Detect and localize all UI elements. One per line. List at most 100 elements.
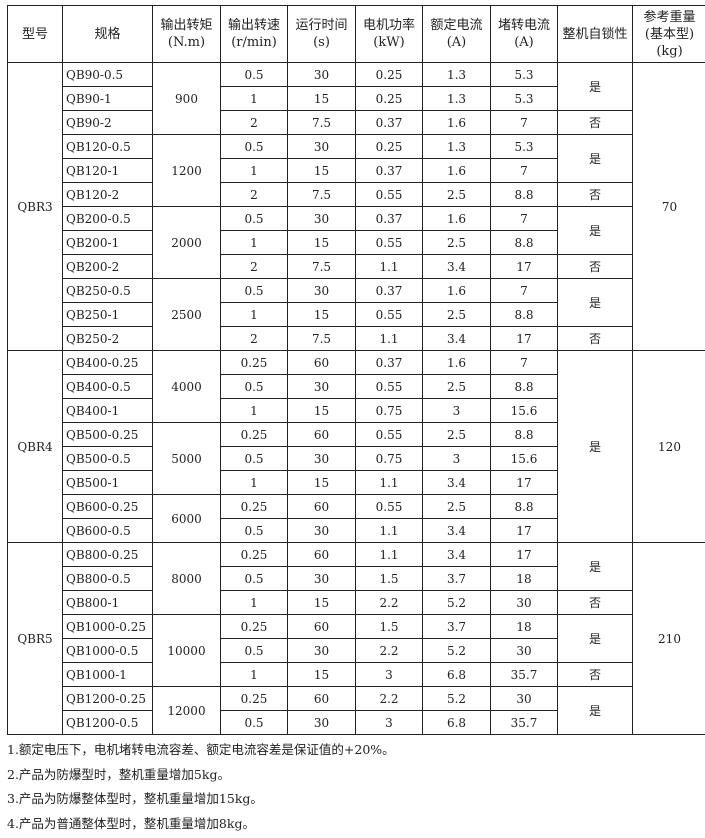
power-cell: 2.2 <box>355 686 423 711</box>
time-cell: 7.5 <box>287 254 356 279</box>
time-cell: 7.5 <box>287 182 356 207</box>
time-cell: 30 <box>287 638 356 663</box>
speed-cell: 0.5 <box>220 206 288 231</box>
stall-current-cell: 17 <box>490 254 558 279</box>
torque-cell: 1200 <box>152 134 221 207</box>
speed-cell: 1 <box>220 158 288 183</box>
table-row: QB120-1 1 15 0.37 1.6 7 <box>8 158 705 183</box>
spec-table: 型号 规格 输出转矩 (N.m) 输出转速 (r/min) 运行时间 (s) 电机功率 (kW) 额… <box>7 5 705 735</box>
rated-current-cell: 5.2 <box>422 686 491 711</box>
column-header: 规格 <box>62 5 153 63</box>
rated-current-cell: 2.5 <box>422 230 491 255</box>
stall-current-cell: 7 <box>490 206 558 231</box>
power-cell: 1.1 <box>355 254 423 279</box>
power-cell: 0.37 <box>355 350 423 375</box>
power-cell: 0.55 <box>355 374 423 399</box>
speed-cell: 2 <box>220 182 288 207</box>
rated-current-cell: 3 <box>422 398 491 423</box>
column-header: 整机自锁性 <box>557 5 633 63</box>
table-row: QB400-1 1 15 0.75 3 15.6 <box>8 398 705 423</box>
speed-cell: 0.5 <box>220 62 288 87</box>
stall-current-cell: 18 <box>490 614 558 639</box>
stall-current-cell: 17 <box>490 542 558 567</box>
time-cell: 60 <box>287 422 356 447</box>
table-row: QB250-1 1 15 0.55 2.5 8.8 <box>8 302 705 327</box>
spec-cell: QB400-0.5 <box>62 374 153 399</box>
torque-cell: 10000 <box>152 614 221 687</box>
speed-cell: 0.5 <box>220 566 288 591</box>
self-lock-cell: 否 <box>557 254 633 279</box>
speed-cell: 1 <box>220 230 288 255</box>
spec-cell: QB1000-0.5 <box>62 638 153 663</box>
rated-current-cell: 1.3 <box>422 134 491 159</box>
self-lock-cell: 否 <box>557 590 633 615</box>
spec-cell: QB250-0.5 <box>62 278 153 303</box>
self-lock-cell: 是 <box>557 278 633 327</box>
table-row: QB1200-0.25 12000 0.25 60 2.2 5.2 30 是 <box>8 686 705 735</box>
time-cell: 30 <box>287 134 356 159</box>
table-row: QB200-0.5 2000 0.5 30 0.37 1.6 7 是 <box>8 206 705 279</box>
rated-current-cell: 1.6 <box>422 110 491 135</box>
stall-current-cell: 7 <box>490 158 558 183</box>
table-row: QB250-0.5 2500 0.5 30 0.37 1.6 7 是 <box>8 278 705 351</box>
time-cell: 60 <box>287 686 356 711</box>
time-cell: 30 <box>287 206 356 231</box>
table-row: QB600-0.25 6000 0.25 60 0.55 2.5 8.8 <box>8 494 705 543</box>
stall-current-cell: 15.6 <box>490 446 558 471</box>
power-cell: 0.55 <box>355 422 423 447</box>
time-cell: 15 <box>287 158 356 183</box>
rated-current-cell: 3.4 <box>422 326 491 351</box>
self-lock-cell: 是 <box>557 350 633 543</box>
power-cell: 3 <box>355 710 423 735</box>
model-cell: QBR3 <box>7 62 63 351</box>
torque-cell: 8000 <box>152 542 221 615</box>
table-row: QB400-0.5 0.5 30 0.55 2.5 8.8 <box>8 374 705 399</box>
time-cell: 30 <box>287 62 356 87</box>
power-cell: 3 <box>355 662 423 687</box>
time-cell: 60 <box>287 350 356 375</box>
model-cell: QBR5 <box>7 542 63 735</box>
speed-cell: 0.5 <box>220 518 288 543</box>
speed-cell: 0.25 <box>220 494 288 519</box>
speed-cell: 1 <box>220 470 288 495</box>
rated-current-cell: 3.4 <box>422 470 491 495</box>
table-row: QB1000-0.5 0.5 30 2.2 5.2 30 <box>8 638 705 663</box>
torque-cell: 2500 <box>152 278 221 351</box>
notes: 1.额定电压下，电机堵转电流容差、额定电流容差是保证值的+20%。 2.产品为防… <box>7 738 395 836</box>
torque-cell: 6000 <box>152 494 221 543</box>
power-cell: 0.37 <box>355 206 423 231</box>
stall-current-cell: 7 <box>490 350 558 375</box>
rated-current-cell: 1.3 <box>422 86 491 111</box>
time-cell: 30 <box>287 374 356 399</box>
stall-current-cell: 8.8 <box>490 422 558 447</box>
power-cell: 1.5 <box>355 566 423 591</box>
time-cell: 60 <box>287 494 356 519</box>
rated-current-cell: 2.5 <box>422 374 491 399</box>
power-cell: 1.1 <box>355 326 423 351</box>
time-cell: 15 <box>287 302 356 327</box>
stall-current-cell: 17 <box>490 470 558 495</box>
self-lock-cell: 是 <box>557 134 633 183</box>
rated-current-cell: 2.5 <box>422 494 491 519</box>
self-lock-cell: 是 <box>557 62 633 111</box>
time-cell: 15 <box>287 398 356 423</box>
spec-cell: QB500-0.5 <box>62 446 153 471</box>
time-cell: 60 <box>287 542 356 567</box>
table-row: QB90-2 2 7.5 0.37 1.6 7 否 <box>8 110 705 135</box>
stall-current-cell: 5.3 <box>490 86 558 111</box>
spec-cell: QB120-2 <box>62 182 153 207</box>
speed-cell: 1 <box>220 590 288 615</box>
stall-current-cell: 30 <box>490 590 558 615</box>
rated-current-cell: 3.4 <box>422 542 491 567</box>
header-row: 型号 规格 输出转矩 (N.m) 输出转速 (r/min) 运行时间 (s) 电机功率 (kW) 额… <box>7 5 705 63</box>
stall-current-cell: 5.3 <box>490 62 558 87</box>
spec-cell: QB500-1 <box>62 470 153 495</box>
spec-cell: QB200-2 <box>62 254 153 279</box>
table-row: QB500-0.5 0.5 30 0.75 3 15.6 <box>8 446 705 471</box>
rated-current-cell: 2.5 <box>422 182 491 207</box>
time-cell: 30 <box>287 566 356 591</box>
power-cell: 1.5 <box>355 614 423 639</box>
table-row: QB120-2 2 7.5 0.55 2.5 8.8 否 <box>8 182 705 207</box>
stall-current-cell: 35.7 <box>490 710 558 735</box>
rated-current-cell: 1.3 <box>422 62 491 87</box>
